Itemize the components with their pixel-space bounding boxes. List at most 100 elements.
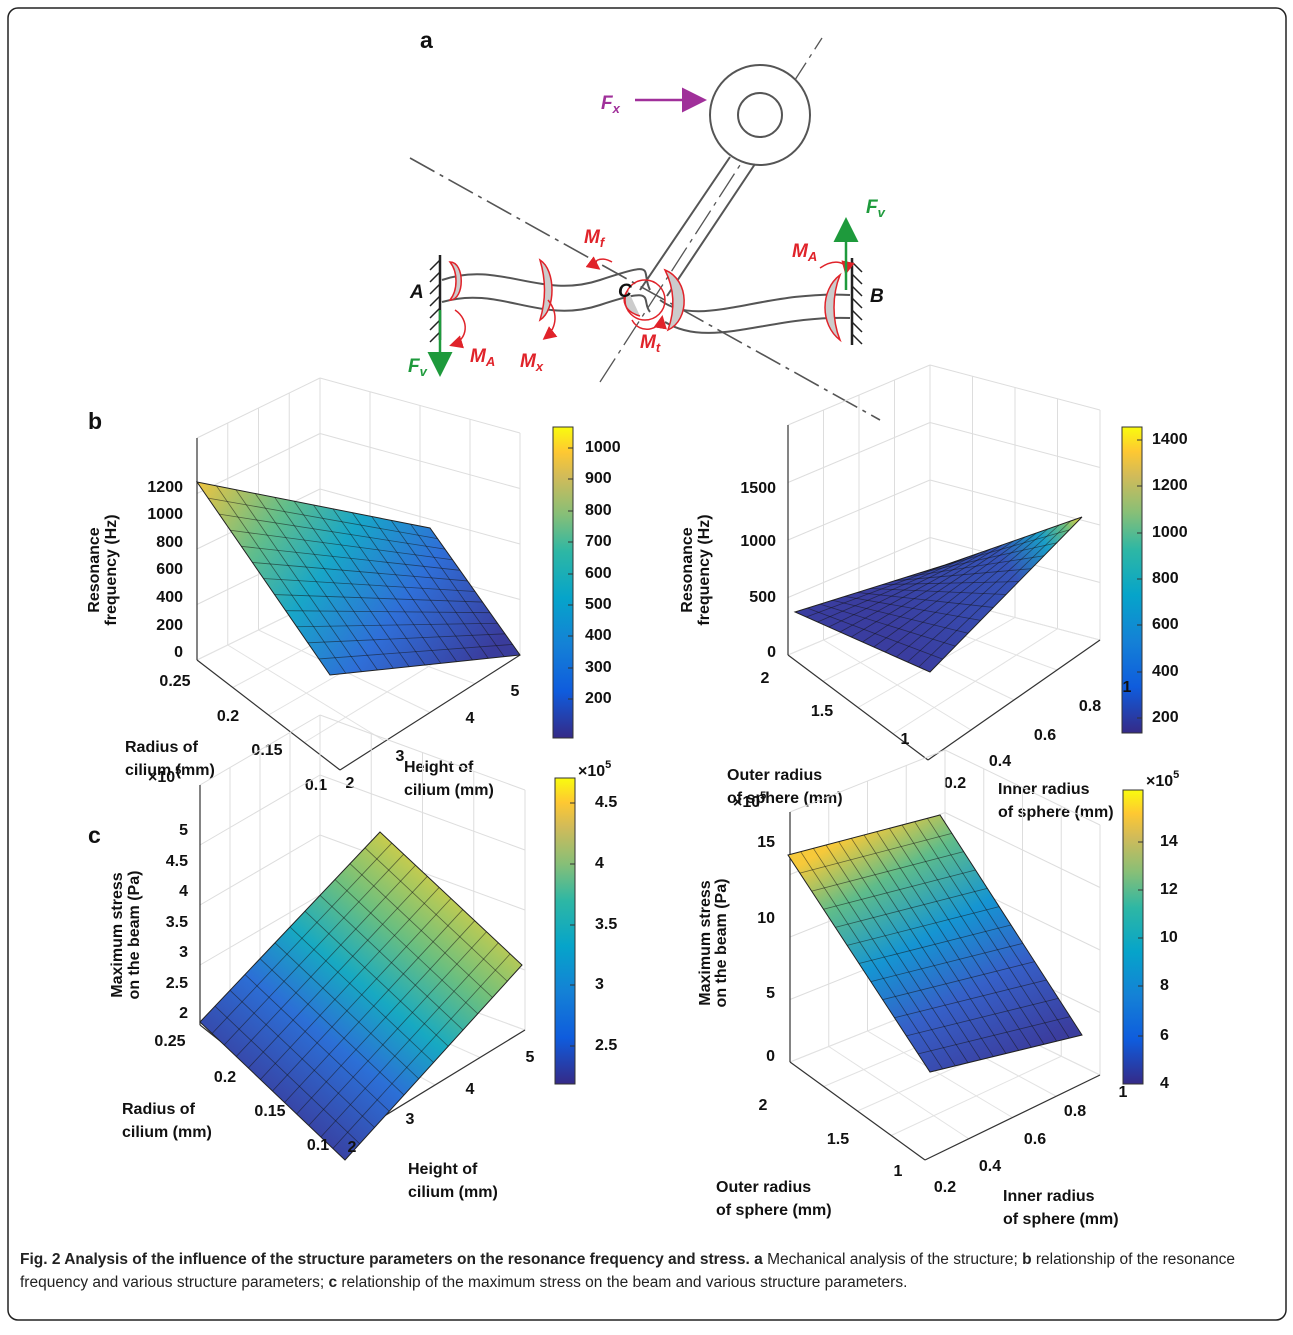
grid-line <box>319 433 521 489</box>
label: 0.6 <box>1034 727 1056 744</box>
grid-line <box>196 433 321 494</box>
label: Height of <box>404 759 474 776</box>
diagram-label: Mt <box>640 332 661 355</box>
label: 1.5 <box>827 1131 849 1148</box>
label: 2 <box>348 1139 357 1156</box>
label-main: M <box>520 351 537 372</box>
multiplier-exp: 5 <box>1173 769 1179 781</box>
caption-text: relationship of the maximum stress on th… <box>337 1274 908 1291</box>
label: 2.5 <box>166 975 188 992</box>
multiplier-exp: 5 <box>605 759 611 771</box>
label: 0.2 <box>214 1069 236 1086</box>
label: 400 <box>156 589 183 606</box>
label: 0.8 <box>1079 698 1101 715</box>
grid-line <box>199 714 321 786</box>
label-sub: v <box>878 205 886 220</box>
mesh-line <box>364 847 508 982</box>
label-main: M <box>640 332 657 353</box>
label: 0.2 <box>217 708 239 725</box>
diagram-label: A <box>409 282 424 303</box>
diagram-label: Fx <box>601 93 621 116</box>
mesh-line <box>332 953 511 1149</box>
grid-line <box>199 834 321 906</box>
grid-line <box>787 479 931 541</box>
label: 8 <box>1160 977 1169 994</box>
label: 0.1 <box>305 777 327 794</box>
label: 900 <box>585 470 612 487</box>
label: 3 <box>406 1111 415 1128</box>
label: 0.25 <box>154 1033 185 1050</box>
multiplier: ×105 <box>733 790 766 811</box>
label: of sphere (mm) <box>998 804 1114 821</box>
label: 200 <box>585 690 612 707</box>
label: 5 <box>526 1049 535 1066</box>
label: 1.5 <box>811 703 833 720</box>
multiplier-base: ×10 <box>1146 773 1173 790</box>
multiplier-base: ×10 <box>148 769 175 786</box>
label-main: M <box>792 241 809 262</box>
surface-plot: 15 10 5 0 2 1.5 1 0.2 0.4 0.6 0.8 1 14 12 10 8 6 4 Maximum… <box>697 749 1178 1228</box>
mesh-line <box>918 1016 1071 1055</box>
diagram-label: Mf <box>584 227 606 250</box>
grid-line <box>319 774 526 851</box>
label: 1 <box>1119 1084 1128 1101</box>
grid-line <box>944 812 1101 888</box>
label: 600 <box>156 561 183 578</box>
panel-label: c <box>88 822 101 848</box>
label-main: F <box>601 93 614 114</box>
label: 500 <box>585 596 612 613</box>
label: 0.8 <box>1064 1103 1086 1120</box>
diagram-label: B <box>870 286 884 307</box>
mesh-line <box>307 633 506 644</box>
caption-text: Fig. 2 Analysis of the influence of the … <box>20 1251 750 1268</box>
label: 600 <box>585 565 612 582</box>
label: Maximum stress <box>697 880 714 1005</box>
label-sub: x <box>535 359 544 374</box>
grid-line <box>319 714 526 791</box>
label-sub: A <box>485 354 495 369</box>
multiplier-exp: 5 <box>175 765 181 777</box>
surface-plot: 54.543.532.520.250.20.150.1 23454.543.532… <box>109 714 617 1201</box>
grid-line <box>929 422 1101 468</box>
label-main: C <box>618 281 632 302</box>
frame <box>7 7 1287 1321</box>
diagram-label: Fv <box>408 356 428 379</box>
label: 2 <box>179 1005 188 1022</box>
grid-line <box>787 364 931 426</box>
label: 0.4 <box>989 753 1011 770</box>
label: Radius of <box>122 1101 196 1118</box>
label: 0 <box>767 644 776 661</box>
diagram-label: MA <box>792 241 817 264</box>
label: 800 <box>1152 570 1179 587</box>
label: 1400 <box>1152 431 1188 448</box>
grid-line <box>196 377 321 439</box>
label: Outer radius <box>727 767 822 784</box>
surface <box>195 481 521 676</box>
label: 700 <box>585 533 612 550</box>
label: of sphere (mm) <box>716 1202 832 1219</box>
multiplier-exp: 5 <box>760 790 766 802</box>
label-sub: t <box>656 340 661 355</box>
label: 1200 <box>147 479 183 496</box>
multiplier-base: ×10 <box>733 794 760 811</box>
label-sub: x <box>612 101 621 116</box>
label: cilium (mm) <box>122 1124 212 1141</box>
label: 200 <box>156 617 183 634</box>
label: Outer radius <box>716 1179 811 1196</box>
colorbar <box>1122 789 1144 1085</box>
label: 0.6 <box>1024 1131 1046 1148</box>
label: 0.15 <box>254 1103 285 1120</box>
label: 14 <box>1160 833 1178 850</box>
label-main: M <box>470 346 487 367</box>
label: Inner radius <box>998 781 1090 798</box>
label: cilium (mm) <box>404 782 494 799</box>
grid-line <box>929 479 1101 526</box>
caption-text: c <box>328 1274 338 1291</box>
label: 1000 <box>1152 524 1188 541</box>
label: 1 <box>901 731 910 748</box>
label: 0.25 <box>159 673 190 690</box>
mesh-line <box>320 942 499 1138</box>
caption: Fig. 2 Analysis of the influence of the … <box>20 1248 1275 1294</box>
